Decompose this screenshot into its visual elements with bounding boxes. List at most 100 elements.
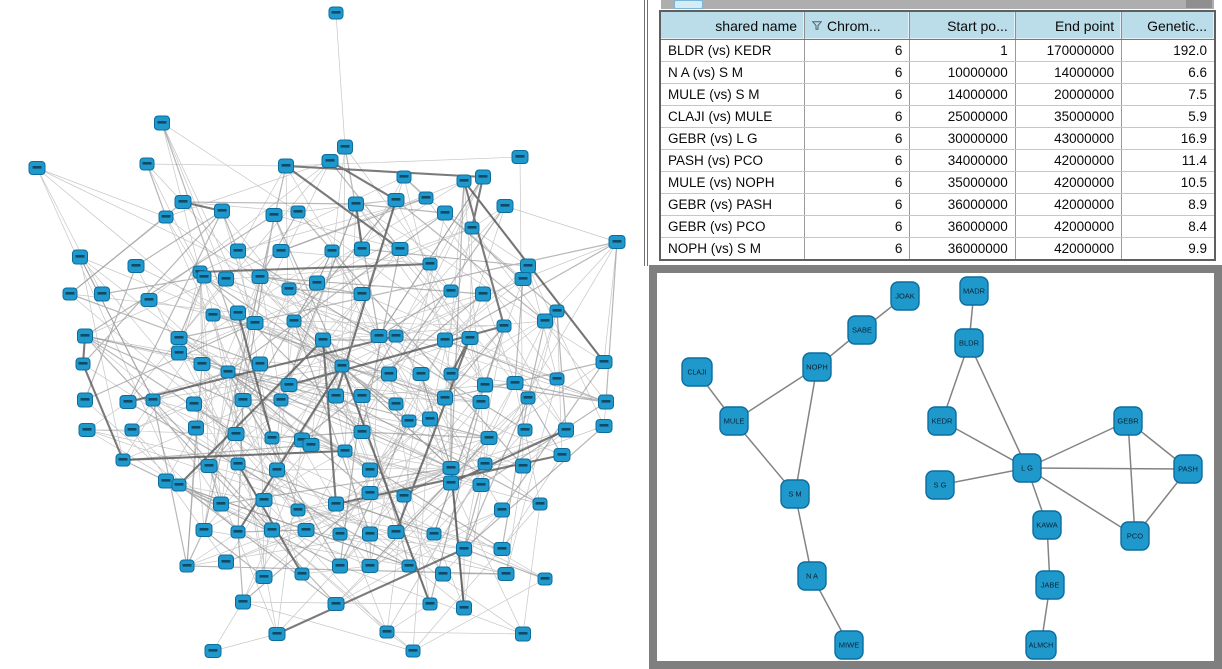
cell-value[interactable]: 42000000 [1015,215,1123,238]
cell-shared-name[interactable]: BLDR (vs) KEDR [660,39,806,62]
cell-value[interactable]: 8.9 [1121,193,1215,216]
cell-shared-name[interactable]: MULE (vs) S M [660,83,806,106]
cell-value[interactable]: 36000000 [909,193,1016,216]
filtered-network-canvas[interactable]: JOAK MADR SABE NOPH BLDR CLAJI MULE KEDR GEBR L G… [657,273,1214,661]
network-node[interactable] [890,281,920,311]
network-edge[interactable] [1127,420,1136,537]
cell-shared-name[interactable]: GEBR (vs) PCO [660,215,806,238]
node-label-smudge [272,468,282,471]
cell-value[interactable]: 8.4 [1121,215,1215,238]
network-node[interactable] [1032,510,1062,540]
cell-value[interactable]: 1 [909,39,1016,62]
cell-value[interactable]: 10.5 [1121,171,1215,194]
network-node[interactable] [954,328,984,358]
filter-icon[interactable] [812,21,823,30]
cell-value[interactable]: 6 [804,215,911,238]
network-node[interactable] [719,406,749,436]
cell-value[interactable]: 14000000 [909,83,1016,106]
cell-value[interactable]: 11.4 [1121,149,1215,172]
table-row[interactable]: CLAJI (vs) MULE 6 25000000 35000000 5.9 [660,105,1215,128]
network-edge[interactable] [1026,467,1189,470]
table-row[interactable]: GEBR (vs) PASH 6 36000000 42000000 8.9 [660,193,1215,216]
panel-divider[interactable] [644,0,645,266]
cell-value[interactable]: 30000000 [909,127,1016,150]
table-row[interactable]: GEBR (vs) PCO 6 36000000 42000000 8.4 [660,215,1215,238]
network-node[interactable] [927,406,957,436]
network-node[interactable] [847,315,877,345]
network-node[interactable] [959,276,989,306]
cell-value[interactable]: 34000000 [909,149,1016,172]
cell-value[interactable]: 43000000 [1015,127,1123,150]
cell-shared-name[interactable]: GEBR (vs) PASH [660,193,806,216]
network-node[interactable] [1120,521,1150,551]
cell-value[interactable]: 14000000 [1015,61,1123,84]
table-row[interactable]: GEBR (vs) L G 6 30000000 43000000 16.9 [660,127,1215,150]
node-label-smudge [78,362,88,365]
panel-divider[interactable] [647,0,648,266]
network-edge[interactable] [1026,467,1136,537]
network-edge[interactable] [968,342,1028,469]
column-header-end-point[interactable]: End point [1015,11,1123,40]
cell-value[interactable]: 16.9 [1121,127,1215,150]
cell-value[interactable]: 20000000 [1015,83,1123,106]
network-node[interactable] [780,479,810,509]
network-node[interactable] [1025,630,1057,660]
table-row[interactable]: N A (vs) S M 6 10000000 14000000 6.6 [660,61,1215,84]
network-node[interactable] [1035,570,1065,600]
table-row[interactable]: MULE (vs) S M 6 14000000 20000000 7.5 [660,83,1215,106]
cell-value[interactable]: 36000000 [909,215,1016,238]
cell-value[interactable]: 6 [804,171,911,194]
cell-value[interactable]: 10000000 [909,61,1016,84]
cell-value[interactable]: 6 [804,193,911,216]
cell-shared-name[interactable]: PASH (vs) PCO [660,149,806,172]
cell-shared-name[interactable]: GEBR (vs) L G [660,127,806,150]
cell-shared-name[interactable]: MULE (vs) NOPH [660,171,806,194]
cell-shared-name[interactable]: NOPH (vs) S M [660,237,806,261]
cell-shared-name[interactable]: CLAJI (vs) MULE [660,105,806,128]
scrollbar-thumb[interactable] [1186,0,1212,8]
cell-value[interactable]: 170000000 [1015,39,1123,62]
cell-value[interactable]: 6 [804,39,911,62]
network-node[interactable] [1113,406,1143,436]
network-node[interactable] [834,630,864,660]
cell-value[interactable]: 9.9 [1121,237,1215,261]
network-edge[interactable] [1026,420,1129,469]
network-edge[interactable] [794,366,818,495]
cell-value[interactable]: 6 [804,127,911,150]
cell-value[interactable]: 42000000 [1015,171,1123,194]
cell-value[interactable]: 192.0 [1121,39,1215,62]
cell-value[interactable]: 42000000 [1015,237,1123,261]
column-header-genetic[interactable]: Genetic... [1121,11,1215,40]
big-network-canvas[interactable] [0,0,655,669]
network-node[interactable] [1012,453,1042,483]
network-node[interactable] [797,561,827,591]
cell-value[interactable]: 6 [804,83,911,106]
table-row[interactable]: PASH (vs) PCO 6 34000000 42000000 11.4 [660,149,1215,172]
cell-value[interactable]: 6 [804,61,911,84]
network-node[interactable] [802,352,832,382]
network-node[interactable] [1173,454,1203,484]
cell-value[interactable]: 6 [804,237,911,261]
column-header-chromosome[interactable]: Chrom... [804,11,911,40]
table-row[interactable]: BLDR (vs) KEDR 6 1 170000000 192.0 [660,39,1215,62]
cell-value[interactable]: 5.9 [1121,105,1215,128]
cell-value[interactable]: 7.5 [1121,83,1215,106]
cell-value[interactable]: 36000000 [909,237,1016,261]
cell-value[interactable]: 6 [804,105,911,128]
table-row[interactable]: NOPH (vs) S M 6 36000000 42000000 9.9 [660,237,1215,261]
cell-value[interactable]: 35000000 [909,171,1016,194]
cell-value[interactable]: 6 [804,149,911,172]
cell-value[interactable]: 42000000 [1015,193,1123,216]
cell-value[interactable]: 42000000 [1015,149,1123,172]
cell-value[interactable]: 6.6 [1121,61,1215,84]
column-header-start-position[interactable]: Start po... [909,11,1016,40]
column-header-shared-name[interactable]: shared name [660,11,806,40]
cell-shared-name[interactable]: N A (vs) S M [660,61,806,84]
cell-value[interactable]: 35000000 [1015,105,1123,128]
cell-value[interactable]: 25000000 [909,105,1016,128]
network-node[interactable] [925,470,955,500]
network-node[interactable] [681,357,713,387]
node-label-smudge [425,417,435,420]
table-row[interactable]: MULE (vs) NOPH 6 35000000 42000000 10.5 [660,171,1215,194]
scroll-tab[interactable] [674,0,703,9]
